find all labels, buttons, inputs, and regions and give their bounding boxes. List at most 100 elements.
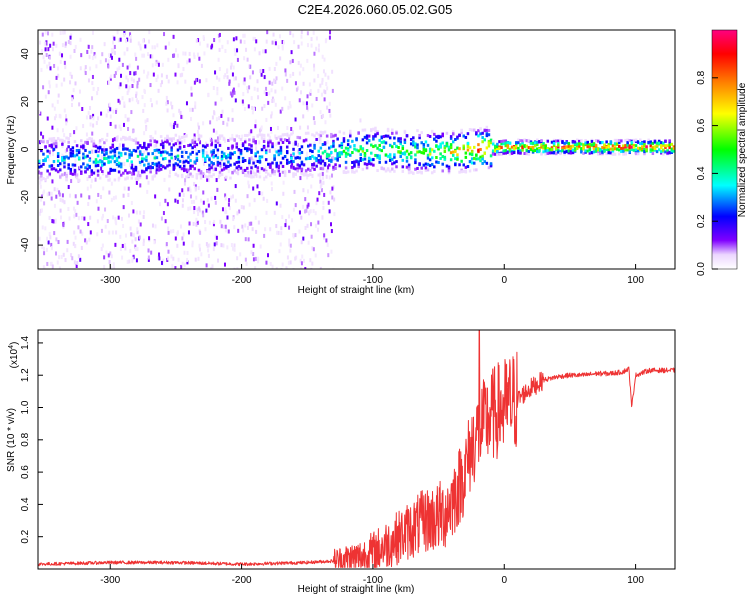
spectrogram-cell: [252, 135, 255, 139]
spectrogram-cell: [523, 138, 526, 142]
spectrogram-cell: [171, 105, 174, 110]
spectrogram-cell: [109, 76, 112, 81]
spectrogram-cell: [57, 93, 60, 98]
spectrogram-cell: [202, 161, 205, 166]
spectrogram-cell: [409, 137, 413, 141]
spectrogram-cell: [481, 154, 484, 158]
spectrogram-cell: [311, 150, 314, 154]
spectrogram-cell: [441, 155, 444, 159]
spectrogram-cell: [512, 146, 516, 150]
spectrogram-cell: [151, 175, 154, 179]
spectrogram-cell: [430, 171, 434, 175]
x-tick-label: -200: [232, 575, 252, 586]
spectrogram-cell: [54, 139, 58, 143]
spectrogram-cell: [43, 266, 46, 269]
spectrogram-cell: [538, 148, 541, 152]
spectrogram-cell: [122, 205, 125, 210]
spectrogram-cell: [310, 43, 313, 48]
spectrogram-cell: [254, 152, 257, 156]
spectrogram-cell: [261, 49, 264, 54]
spectrogram-cell: [430, 130, 434, 134]
spectrogram-cell: [248, 138, 251, 142]
spectrogram-cell: [306, 167, 310, 171]
spectrogram-cell: [281, 133, 285, 137]
spectrogram-cell: [540, 143, 543, 147]
spectrogram-cell: [215, 117, 218, 122]
spectrogram-cell: [326, 140, 329, 145]
spectrogram-cell: [208, 174, 211, 178]
spectrogram-cell: [81, 107, 84, 112]
spectrogram-cell: [155, 140, 159, 144]
spectrogram-cell: [170, 254, 173, 259]
spectrogram-cell: [460, 168, 463, 172]
spectrogram-cell: [166, 140, 169, 144]
spectrogram-cell: [309, 258, 312, 263]
spectrogram-cell: [248, 162, 251, 167]
spectrogram-cell: [193, 133, 196, 138]
spectrogram-cell: [86, 177, 89, 182]
spectrogram-cell: [670, 147, 674, 151]
spectrogram-cell: [227, 155, 230, 159]
spectrogram-cell: [496, 142, 499, 146]
spectrogram-cell: [170, 101, 173, 106]
spectrogram-cell: [229, 163, 232, 167]
spectrogram-cell: [311, 246, 314, 251]
spectrogram-cell: [54, 142, 58, 146]
spectrogram-cell: [124, 242, 127, 247]
spectrogram-cell: [151, 63, 154, 68]
spectrogram-cell: [311, 103, 314, 108]
spectrogram-cell: [84, 155, 87, 159]
spectrogram-cell: [622, 144, 625, 148]
spectrogram-cell: [304, 225, 307, 230]
spectrogram-cell: [531, 146, 535, 150]
spectrogram-cell: [313, 51, 316, 56]
spectrogram-cell: [281, 164, 285, 168]
spectrogram-cell: [247, 237, 250, 242]
spectrogram-cell: [422, 147, 426, 151]
spectrogram-cell: [136, 174, 139, 179]
spectrogram-cell: [315, 137, 318, 141]
spectrogram-cell: [61, 53, 64, 58]
spectrogram-cell: [266, 146, 269, 151]
spectrogram-cell: [260, 136, 264, 140]
spectrogram-cell: [92, 142, 96, 146]
spectrogram-cell: [195, 143, 199, 147]
spectrogram-cell: [113, 154, 117, 158]
spectrogram-cell: [88, 175, 91, 179]
spectrogram-cell: [244, 257, 247, 262]
spectrogram-cell: [213, 111, 216, 116]
spectrogram-cell: [489, 138, 493, 142]
spectrogram-cell: [159, 167, 163, 171]
spectrogram-cell: [181, 236, 184, 241]
colorbar-gradient: [712, 30, 737, 269]
spectrogram-cell: [183, 138, 186, 143]
spectrogram-cell: [321, 131, 325, 135]
spectrogram-cell: [206, 43, 209, 48]
spectrogram-cell: [458, 147, 461, 151]
spectrogram-cell: [253, 47, 256, 52]
spectrogram-cell: [39, 211, 42, 216]
spectrogram-cell: [599, 152, 602, 156]
spectrogram-cell: [426, 162, 430, 166]
spectrogram-cell: [216, 187, 219, 192]
spectrogram-cell: [269, 140, 272, 144]
spectrogram-cell: [231, 145, 234, 149]
spectrogram-cell: [540, 152, 543, 156]
spectrogram-cell: [405, 149, 409, 153]
spectrogram-cell: [125, 38, 128, 43]
spectrogram-cell: [300, 215, 303, 220]
spectrogram-cell: [167, 226, 170, 231]
spectrogram-cell: [128, 63, 131, 68]
spectrogram-cell: [139, 222, 142, 227]
spectrogram-cell: [55, 194, 58, 199]
spectrogram-cell: [481, 157, 484, 161]
spectrogram-cell: [54, 218, 57, 223]
spectrogram-cell: [166, 151, 169, 155]
spectrogram-cell: [67, 140, 70, 144]
spectrogram-cell: [561, 149, 564, 153]
spectrogram-cell: [203, 51, 206, 56]
spectrogram-cell: [416, 143, 419, 147]
spectrogram-cell: [320, 114, 323, 119]
spectrogram-cell: [177, 64, 180, 69]
spectrogram-cell: [207, 248, 210, 253]
